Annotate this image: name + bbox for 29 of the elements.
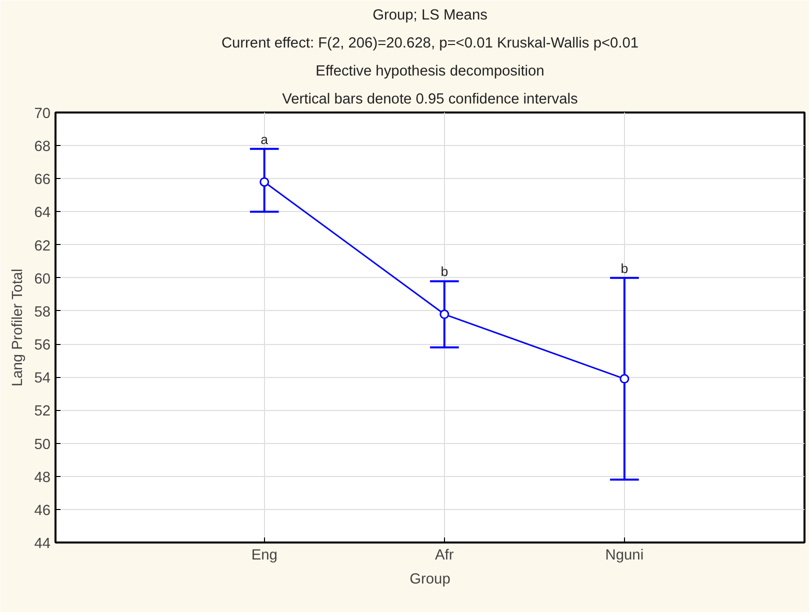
annotation: b [620,260,628,276]
y-tick-label: 54 [34,370,51,387]
y-tick-label: 64 [34,205,51,222]
chart-subtitle: Current effect: F(2, 206)=20.628, p=<0.01 Kruskal-Wallis p<0.01 [221,36,639,52]
y-tick-label: 56 [34,338,51,354]
y-tick-label: 68 [34,139,51,156]
chart-title: Group; LS Means [372,8,488,24]
y-axis-title: Lang Profiler Total [10,268,26,387]
x-tick-label: Nguni [605,548,644,564]
y-tick-label: 70 [34,106,51,122]
x-axis-title: Group [410,572,450,588]
point [440,310,450,320]
annotation: a [260,132,269,147]
x-tick-label: Afr [435,548,454,564]
y-tick-label: 58 [34,304,51,320]
y-tick-label: 44 [34,536,51,552]
point [260,177,270,187]
text: Vertical bars denote 0.95 confidence intervals [282,92,578,108]
point [620,374,630,384]
y-tick-label: 52 [34,404,51,420]
y-tick-label: 50 [34,436,51,453]
annotation: b [440,264,448,280]
y-tick-label: 48 [34,470,51,486]
y-tick-label: 46 [34,502,51,519]
y-tick-label: 60 [34,271,51,288]
x-tick-label: Eng [251,548,278,564]
text: Effective hypothesis decomposition [316,64,544,80]
y-tick-label: 66 [34,172,51,188]
y-tick-label: 62 [34,238,51,254]
